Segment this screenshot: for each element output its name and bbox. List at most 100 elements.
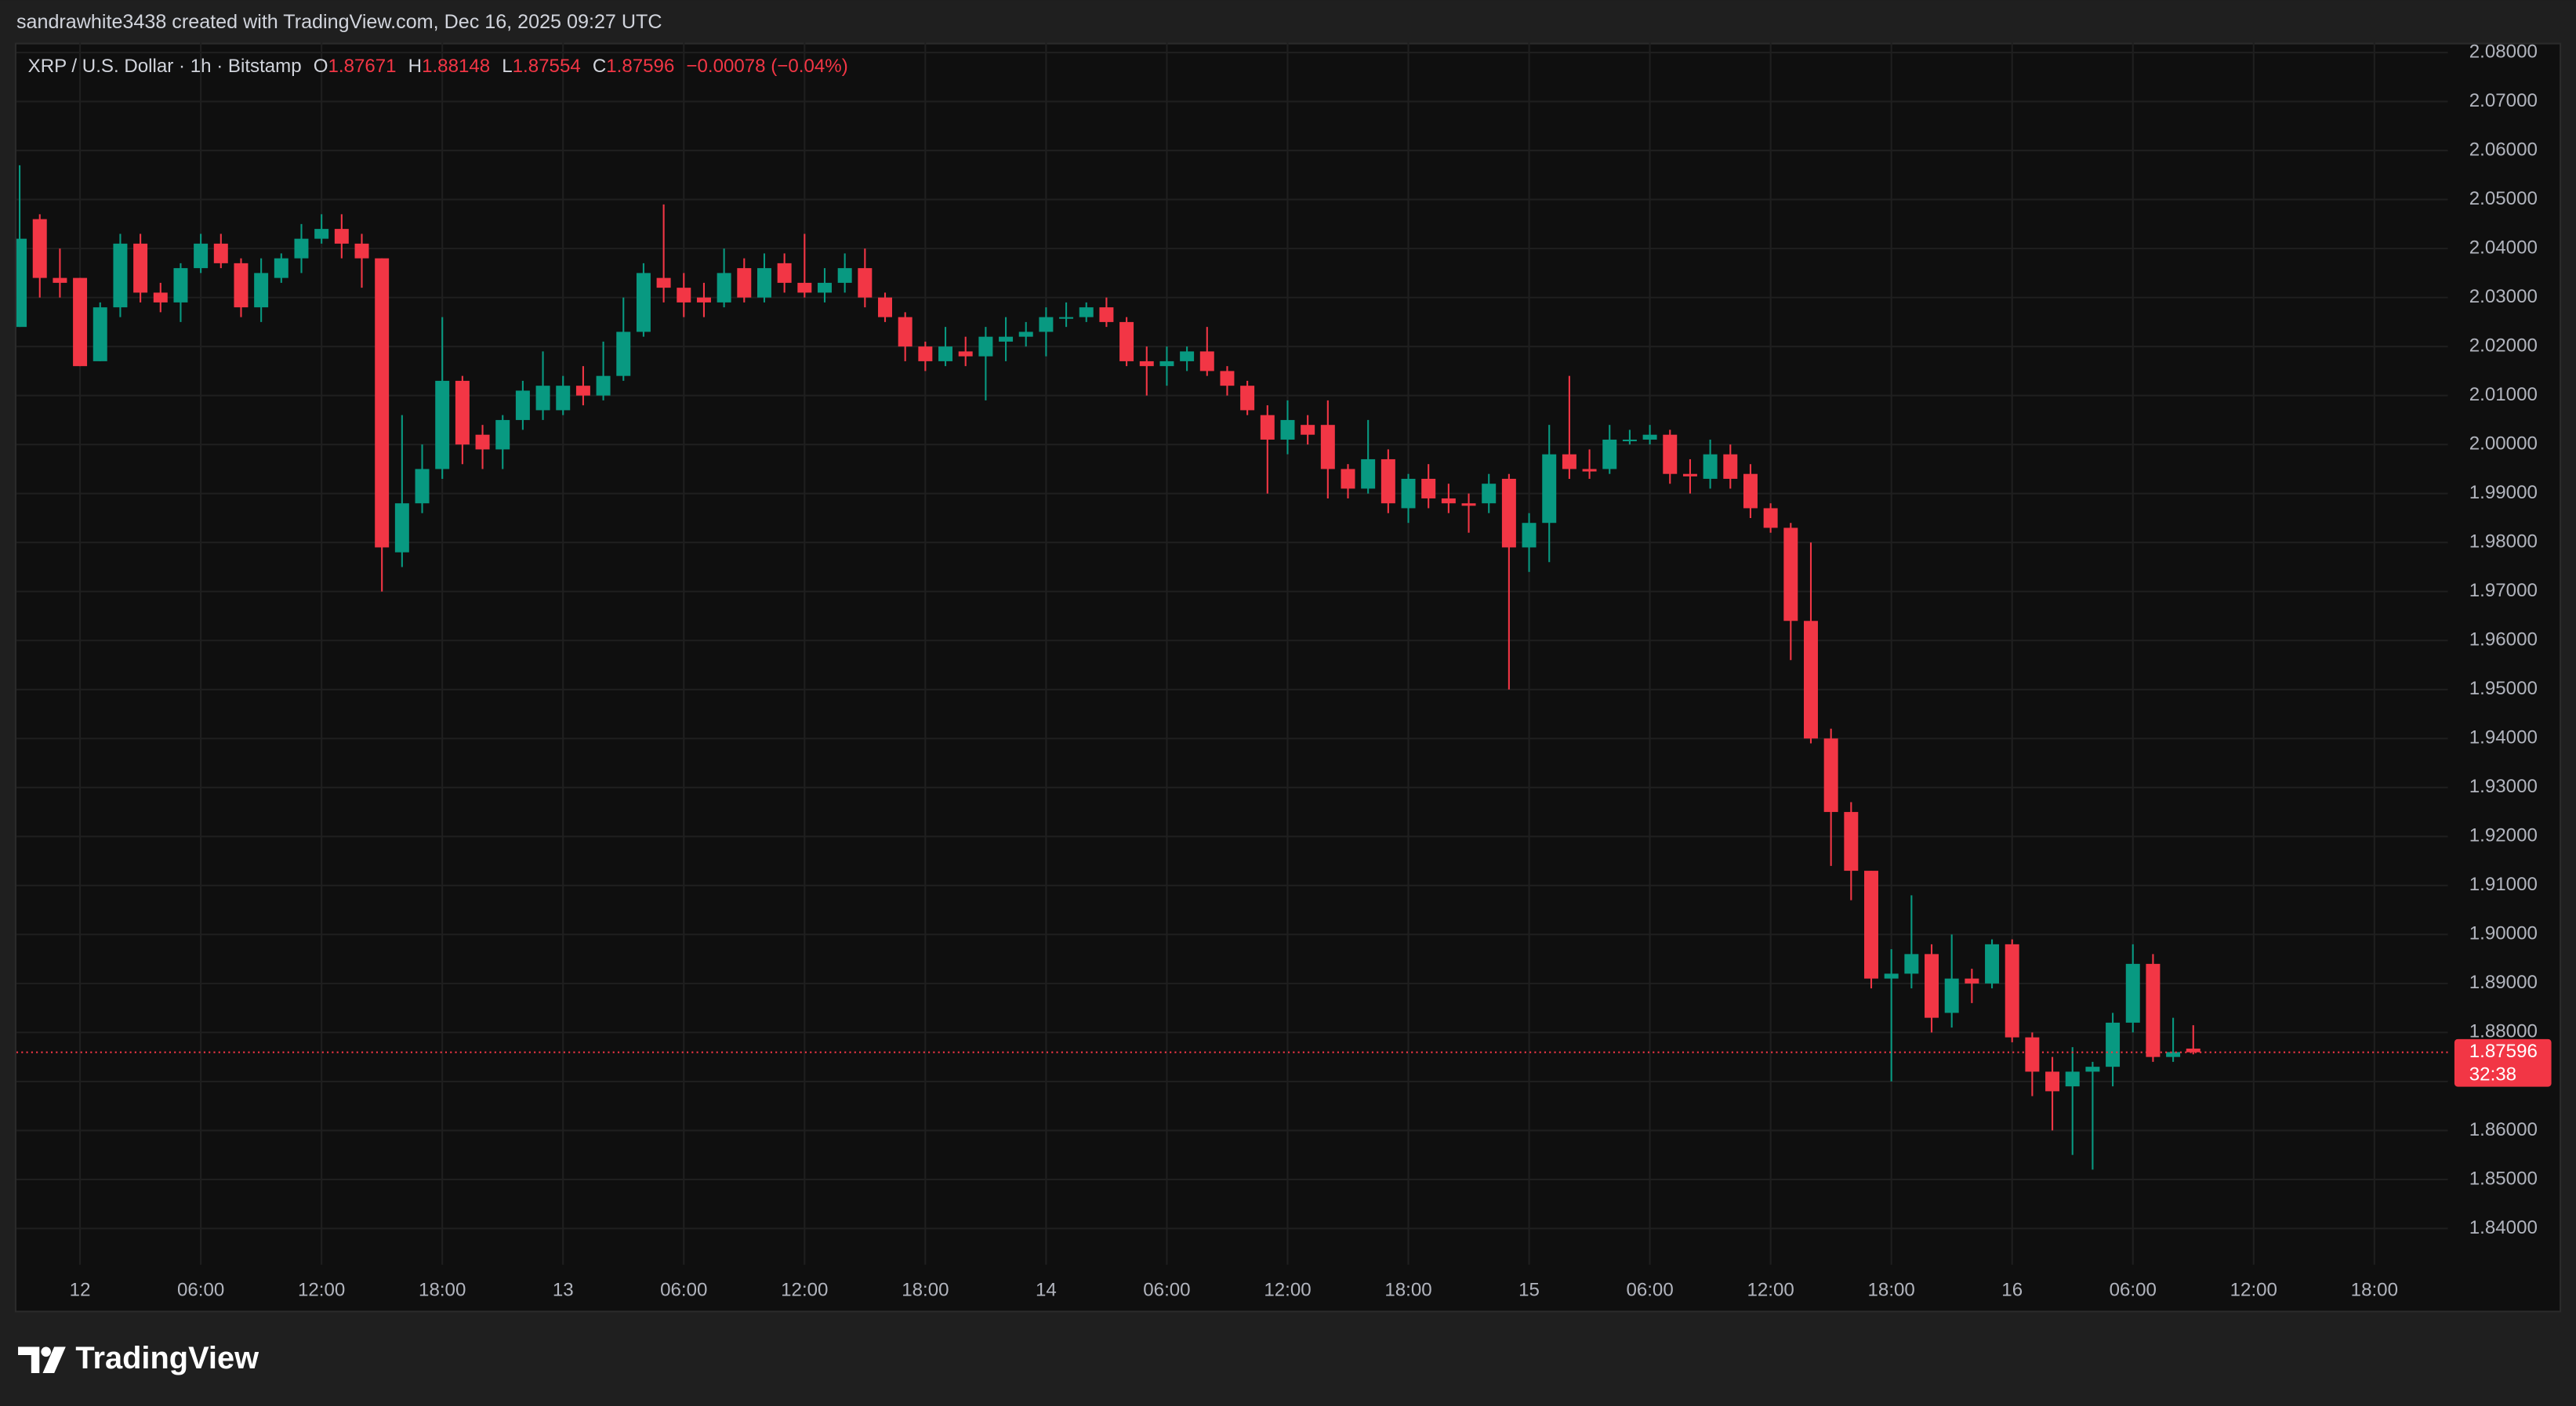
candle-body bbox=[73, 277, 88, 367]
candle-body bbox=[53, 277, 67, 283]
candle-body bbox=[1743, 473, 1758, 509]
candle-body bbox=[415, 469, 430, 504]
candle-body bbox=[1079, 307, 1094, 317]
candle-body bbox=[1622, 439, 1637, 442]
candle-body bbox=[113, 243, 128, 308]
axes: 1.840001.850001.860001.870001.880001.890… bbox=[70, 41, 2552, 1301]
x-tick-label: 16 bbox=[2001, 1280, 2023, 1301]
legend-title: XRP / U.S. Dollar · 1h · Bitstamp bbox=[28, 56, 302, 77]
candle-body bbox=[1301, 425, 1315, 435]
candle-body bbox=[1199, 351, 1214, 371]
grid bbox=[16, 42, 2448, 1265]
candle-body bbox=[375, 258, 390, 548]
y-tick-label: 1.89000 bbox=[2469, 972, 2538, 993]
candle-body bbox=[1341, 469, 1355, 489]
candle-body bbox=[717, 273, 731, 303]
last-price-tag bbox=[2454, 1038, 2552, 1087]
candle-body bbox=[1320, 425, 1335, 469]
candle-body bbox=[1642, 434, 1657, 440]
candle-body bbox=[858, 268, 873, 298]
candle-body bbox=[818, 282, 832, 293]
y-tick-label: 1.93000 bbox=[2469, 776, 2538, 797]
credit: sandrawhite3438 created with TradingView… bbox=[16, 11, 662, 33]
y-tick-label: 2.01000 bbox=[2469, 384, 2538, 405]
candle-body bbox=[616, 332, 631, 376]
y-tick-label: 2.05000 bbox=[2469, 188, 2538, 209]
candle-body bbox=[1925, 954, 1939, 1018]
candle-body bbox=[1482, 484, 1497, 504]
candle-body bbox=[1965, 978, 1979, 984]
candle-body bbox=[2065, 1071, 2080, 1087]
legend-open: 1.87671 bbox=[328, 56, 396, 77]
candle-body bbox=[1823, 738, 1838, 813]
candle-body bbox=[1039, 317, 1054, 332]
x-tick-label: 18:00 bbox=[902, 1280, 949, 1301]
x-tick-label: 12:00 bbox=[298, 1280, 345, 1301]
legend-high: 1.88148 bbox=[422, 56, 490, 77]
logo-icon-dot bbox=[41, 1346, 51, 1357]
candle-body bbox=[1703, 454, 1718, 479]
y-tick-label: 2.08000 bbox=[2469, 41, 2538, 62]
brand-name: TradingView bbox=[75, 1341, 259, 1375]
candle-body bbox=[1381, 458, 1395, 504]
legend-low: 1.87554 bbox=[513, 56, 581, 77]
candle-body bbox=[1501, 478, 1516, 548]
candle-body bbox=[797, 282, 812, 293]
x-tick-label: 18:00 bbox=[1384, 1280, 1431, 1301]
y-tick-label: 2.02000 bbox=[2469, 335, 2538, 357]
candle-body bbox=[32, 219, 47, 278]
candle-body bbox=[1582, 469, 1597, 472]
candle-body bbox=[1904, 954, 1919, 974]
candle-body bbox=[314, 229, 329, 239]
last-price-label: 1.87596 bbox=[2469, 1041, 2538, 1062]
candle-body bbox=[16, 238, 27, 328]
x-tick-label: 06:00 bbox=[2110, 1280, 2157, 1301]
candle-body bbox=[1260, 415, 1275, 440]
y-tick-label: 1.84000 bbox=[2469, 1217, 2538, 1238]
legend-c-label: C bbox=[593, 56, 606, 77]
y-tick-label: 2.07000 bbox=[2469, 90, 2538, 111]
candle-body bbox=[878, 297, 892, 317]
candle-body bbox=[535, 386, 550, 411]
candle-body bbox=[1159, 361, 1174, 367]
bar-countdown: 32:38 bbox=[2469, 1064, 2516, 1085]
legend-h-label: H bbox=[408, 56, 422, 77]
candle-body bbox=[1562, 454, 1576, 469]
x-tick-label: 06:00 bbox=[660, 1280, 707, 1301]
y-tick-label: 1.90000 bbox=[2469, 923, 2538, 944]
candle-body bbox=[1220, 371, 1235, 386]
x-tick-label: 12:00 bbox=[1747, 1280, 1794, 1301]
y-tick-label: 2.04000 bbox=[2469, 237, 2538, 258]
y-tick-label: 1.86000 bbox=[2469, 1119, 2538, 1140]
candle-body bbox=[213, 243, 228, 263]
candle-body bbox=[1421, 478, 1436, 498]
candle-body bbox=[1139, 361, 1154, 367]
legend-close: 1.87596 bbox=[606, 56, 674, 77]
candle-body bbox=[1461, 503, 1476, 506]
x-tick-label: 12 bbox=[70, 1280, 91, 1301]
candle-body bbox=[1099, 307, 1114, 322]
candle-body bbox=[999, 336, 1014, 342]
candle-body bbox=[677, 288, 691, 303]
candle-body bbox=[978, 336, 993, 357]
y-tick-label: 2.06000 bbox=[2469, 139, 2538, 160]
candle-body bbox=[837, 268, 852, 283]
candle-body bbox=[777, 263, 792, 283]
x-tick-label: 13 bbox=[553, 1280, 574, 1301]
candle-body bbox=[1018, 332, 1033, 337]
candle-body bbox=[334, 229, 349, 244]
x-tick-label: 06:00 bbox=[177, 1280, 224, 1301]
candle-body bbox=[656, 277, 671, 288]
candle-body bbox=[2186, 1048, 2200, 1053]
y-tick-label: 2.03000 bbox=[2469, 286, 2538, 307]
y-tick-label: 1.98000 bbox=[2469, 531, 2538, 553]
candle-body bbox=[194, 243, 209, 269]
candle-body bbox=[756, 268, 771, 298]
candle-body bbox=[294, 238, 309, 259]
candle-body bbox=[1542, 454, 1557, 524]
candle-body bbox=[1803, 621, 1818, 739]
candle-body bbox=[556, 386, 571, 411]
candle-body bbox=[1985, 944, 2000, 984]
candle-body bbox=[1763, 508, 1778, 528]
